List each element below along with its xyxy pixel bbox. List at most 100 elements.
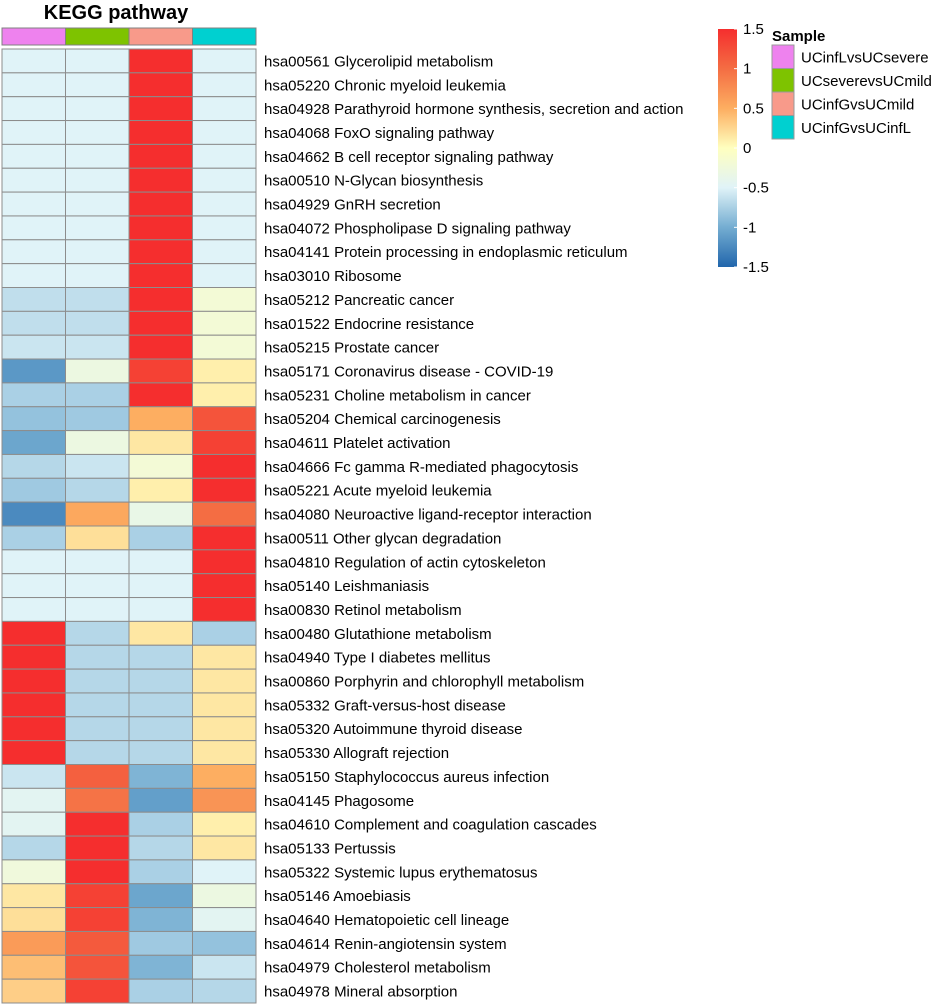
- heatmap-cell: [1, 907, 66, 932]
- annotation-cell-2: [65, 27, 130, 46]
- heatmap-cell: [1, 644, 66, 670]
- colorbar-tick-label: 1.5: [743, 21, 764, 38]
- heatmap-cell: [128, 477, 193, 503]
- heatmap-cell: [128, 930, 193, 956]
- heatmap-cell: [192, 477, 257, 503]
- heatmap-cell: [128, 525, 193, 551]
- colorbar-gradient: [718, 29, 737, 267]
- heatmap-cell: [128, 310, 193, 336]
- heatmap-cell: [1, 430, 66, 455]
- heatmap-cell: [1, 358, 66, 384]
- heatmap-cell: [1, 954, 66, 980]
- heatmap-cell: [1, 930, 66, 956]
- heatmap-cell: [128, 453, 193, 479]
- heatmap-cell: [65, 930, 130, 956]
- heatmap-cell: [128, 954, 193, 980]
- heatmap-cell: [128, 740, 193, 766]
- row-label: hsa04929 GnRH secretion: [264, 197, 441, 214]
- heatmap-cell: [1, 310, 66, 336]
- heatmap-cell: [192, 96, 257, 122]
- heatmap-cell: [128, 620, 193, 646]
- heatmap-cell: [65, 644, 130, 670]
- heatmap-cell: [192, 978, 257, 1004]
- heatmap-cell: [65, 668, 130, 694]
- heatmap-cell: [128, 883, 193, 909]
- heatmap-cell: [128, 430, 193, 455]
- row-label: hsa05150 Staphylococcus aureus infection: [264, 769, 549, 786]
- sample-legend-label: UCinfLvsUCsevere: [801, 49, 929, 66]
- heatmap-cell: [128, 597, 193, 622]
- heatmap-cell: [128, 167, 193, 193]
- heatmap-cell: [128, 358, 193, 384]
- sample-legend-swatch: [771, 44, 795, 69]
- heatmap-cell: [128, 787, 193, 813]
- heatmap-cell: [192, 835, 257, 861]
- heatmap-cell: [1, 549, 66, 575]
- column-annotation-bar: [1, 27, 257, 46]
- heatmap-cell: [65, 477, 130, 503]
- heatmap-cell: [192, 692, 257, 718]
- heatmap-cell: [128, 644, 193, 670]
- colorbar-tick-label: -1.5: [743, 259, 769, 276]
- row-label: hsa00830 Retinol metabolism: [264, 602, 462, 619]
- heatmap-cell: [1, 525, 66, 551]
- heatmap-cell: [65, 811, 130, 837]
- heatmap-cell: [192, 954, 257, 980]
- row-label: hsa01522 Endocrine resistance: [264, 316, 474, 333]
- heatmap-cell: [192, 549, 257, 575]
- row-label: hsa00860 Porphyrin and chlorophyll metab…: [264, 674, 584, 691]
- heatmap-cell: [1, 72, 66, 98]
- heatmap-cell: [65, 883, 130, 909]
- heatmap-cell: [1, 287, 66, 312]
- heatmap-cell: [65, 48, 130, 74]
- row-label: hsa00561 Glycerolipid metabolism: [264, 53, 493, 70]
- heatmap-cell: [65, 859, 130, 885]
- heatmap-cell: [192, 668, 257, 694]
- heatmap-cell: [192, 453, 257, 479]
- heatmap-cell: [192, 716, 257, 742]
- heatmap-cell: [1, 597, 66, 622]
- heatmap-cell: [128, 96, 193, 122]
- row-label: hsa04662 B cell receptor signaling pathw…: [264, 149, 554, 166]
- heatmap-cell: [128, 668, 193, 694]
- heatmap-cell: [65, 215, 130, 241]
- heatmap-cell: [192, 501, 257, 527]
- row-labels: hsa00561 Glycerolipid metabolism hsa05220…: [264, 53, 683, 1000]
- heatmap-cell: [65, 120, 130, 145]
- heatmap-cell: [65, 287, 130, 312]
- heatmap-cell: [65, 263, 130, 288]
- row-label: hsa04611 Platelet activation: [264, 435, 451, 452]
- heatmap-cell: [128, 215, 193, 241]
- annotation-cell-3: [128, 27, 193, 46]
- annotation-cell-4: [192, 27, 257, 46]
- heatmap-cell: [65, 96, 130, 122]
- heatmap-cell: [1, 620, 66, 646]
- heatmap-cell: [192, 310, 257, 336]
- heatmap-cell: [1, 859, 66, 885]
- heatmap-cell: [1, 167, 66, 193]
- heatmap-cell: [65, 835, 130, 861]
- heatmap-cell: [65, 167, 130, 193]
- heatmap-cell: [128, 263, 193, 288]
- sample-legend-swatch: [771, 68, 795, 93]
- heatmap-cell: [1, 573, 66, 599]
- row-label: hsa03010 Ribosome: [264, 268, 402, 285]
- heatmap-cell: [128, 72, 193, 98]
- heatmap-cell: [65, 597, 130, 622]
- heatmap-cell: [192, 72, 257, 98]
- row-label: hsa04810 Regulation of actin cytoskeleto…: [264, 554, 546, 571]
- heatmap-cell: [128, 835, 193, 861]
- chart-title: KEGG pathway: [44, 2, 189, 24]
- heatmap-cell: [128, 549, 193, 575]
- row-label: hsa00510 N-Glycan biosynthesis: [264, 173, 483, 190]
- heatmap-cell: [128, 406, 193, 432]
- heatmap-cell: [192, 191, 257, 217]
- heatmap-cell: [65, 907, 130, 932]
- row-label: hsa05171 Coronavirus disease - COVID-19: [264, 363, 553, 380]
- colorbar-tick-label: 0.5: [743, 100, 764, 117]
- heatmap-cell: [192, 358, 257, 384]
- heatmap-cell: [1, 835, 66, 861]
- heatmap-cell: [65, 978, 130, 1004]
- heatmap-cell: [192, 382, 257, 408]
